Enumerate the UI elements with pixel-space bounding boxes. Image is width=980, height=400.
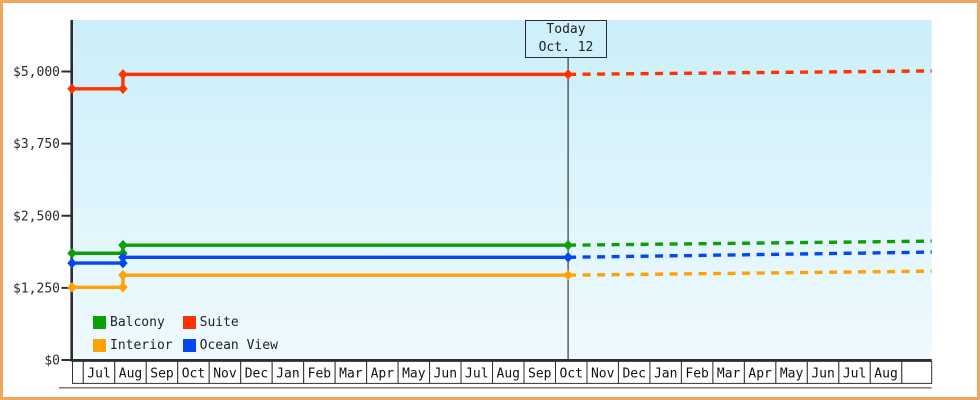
series-projection-ocean-view bbox=[568, 250, 932, 259]
data-point-marker-suite bbox=[118, 69, 128, 80]
series-projection-suite bbox=[568, 69, 932, 77]
month-label: Apr bbox=[371, 367, 395, 382]
month-label: Nov bbox=[591, 367, 615, 382]
month-label: Mar bbox=[339, 367, 363, 382]
month-label: Aug bbox=[874, 367, 897, 382]
legend-label-interior: Interior bbox=[110, 338, 173, 353]
y-axis-label: $1,250 bbox=[13, 281, 60, 296]
series-projection-balcony bbox=[568, 239, 932, 247]
month-label: Jan bbox=[654, 367, 677, 382]
data-point-marker-suite bbox=[563, 69, 573, 80]
chart-canvas: $0 $1,250 $2,500 $3,750 $5,000 Jul Aug Sep Oct No… bbox=[13, 20, 933, 389]
legend-item-suite: Suite bbox=[182, 315, 278, 330]
month-label: May bbox=[402, 367, 426, 382]
y-axis-label: $0 bbox=[44, 354, 60, 369]
data-point-marker-ocean-view bbox=[118, 251, 128, 263]
month-label: Feb bbox=[308, 367, 332, 382]
series-line-interior bbox=[71, 273, 569, 289]
data-point-marker-suite bbox=[67, 83, 77, 95]
month-label: Jan bbox=[276, 367, 299, 382]
balcony-swatch-icon bbox=[93, 316, 106, 329]
month-cell bbox=[901, 360, 933, 384]
series-projection-interior bbox=[568, 269, 932, 277]
legend-label-suite: Suite bbox=[199, 315, 239, 330]
data-point-marker-balcony bbox=[118, 239, 128, 251]
y-axis-label: $3,750 bbox=[13, 137, 60, 152]
plot-area bbox=[72, 20, 932, 360]
data-point-marker-suite bbox=[118, 83, 128, 95]
legend-label-ocean-view: Ocean View bbox=[199, 338, 278, 353]
data-point-marker-interior bbox=[67, 281, 77, 293]
month-label: Aug bbox=[119, 367, 142, 382]
y-axis-label: $2,500 bbox=[13, 209, 60, 224]
month-label: Jul bbox=[87, 367, 110, 382]
today-title: Today bbox=[546, 22, 586, 37]
series-line-suite bbox=[71, 72, 569, 91]
data-point-marker-ocean-view bbox=[118, 257, 128, 269]
data-point-marker-interior bbox=[563, 269, 573, 281]
month-label: Aug bbox=[497, 367, 520, 382]
month-label: Feb bbox=[685, 367, 709, 382]
month-label: Mar bbox=[717, 367, 741, 382]
y-axis-label: $5,000 bbox=[13, 65, 60, 80]
month-label: Jul bbox=[465, 367, 488, 382]
month-label: Oct bbox=[182, 367, 205, 382]
month-label: Jun bbox=[434, 367, 457, 382]
today-date: Oct. 12 bbox=[538, 40, 594, 55]
month-label: Sep bbox=[150, 367, 174, 382]
ocean-view-swatch-icon bbox=[182, 339, 196, 352]
data-point-marker-ocean-view bbox=[563, 251, 573, 263]
legend-label-balcony: Balcony bbox=[110, 315, 165, 330]
month-label: May bbox=[780, 367, 804, 382]
chart-legend: Balcony Suite Interior Ocean View bbox=[93, 315, 278, 353]
month-label: Dec bbox=[622, 367, 645, 382]
month-label: Nov bbox=[213, 367, 237, 382]
legend-item-ocean-view: Ocean View bbox=[182, 338, 278, 353]
data-point-marker-interior bbox=[118, 281, 128, 293]
legend-item-balcony: Balcony bbox=[93, 315, 173, 330]
month-label: Sep bbox=[528, 367, 552, 382]
interior-swatch-icon bbox=[93, 339, 106, 352]
month-label: Dec bbox=[245, 367, 268, 382]
legend-item-interior: Interior bbox=[93, 338, 173, 353]
data-point-marker-balcony bbox=[563, 239, 573, 251]
month-label: Jun bbox=[811, 367, 834, 382]
month-label: Apr bbox=[748, 367, 772, 382]
today-annotation-box: Today Oct. 12 bbox=[525, 20, 607, 58]
suite-swatch-icon bbox=[182, 316, 196, 329]
data-point-marker-interior bbox=[118, 269, 128, 281]
month-label: Jul bbox=[843, 367, 866, 382]
data-point-marker-ocean-view bbox=[67, 257, 77, 269]
data-point-marker-balcony bbox=[67, 247, 77, 259]
month-label: Oct bbox=[559, 367, 582, 382]
month-cell bbox=[72, 360, 84, 384]
